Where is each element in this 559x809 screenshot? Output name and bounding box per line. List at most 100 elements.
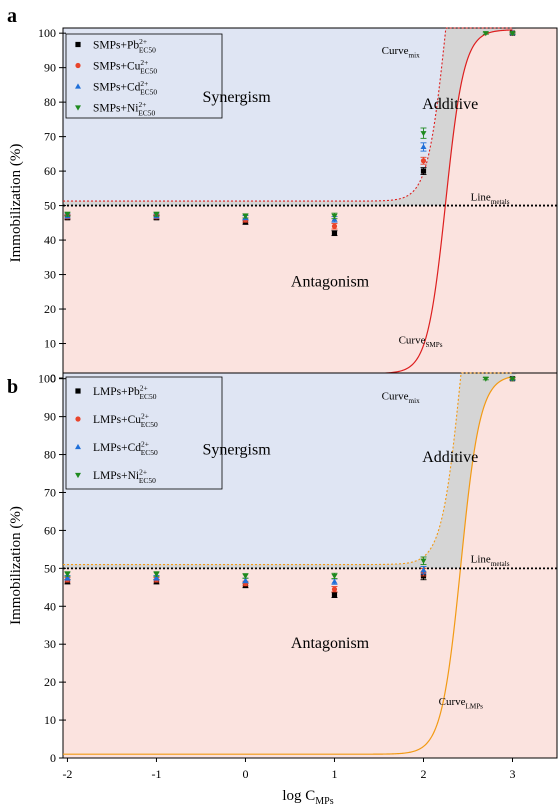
data-point [242,573,249,580]
panel-b [59,372,558,762]
legend-marker [75,388,81,394]
legend-label: LMPs+Cd2+ EC50 [93,440,158,457]
data-point [420,143,427,150]
panel-a [59,27,558,382]
curve-mix [63,372,513,566]
data-point [420,158,427,164]
data-point [64,212,71,218]
y-tick-label: 40 [44,599,56,613]
data-point [509,31,516,37]
y-tick-label: 30 [44,637,56,651]
label-additive: Additive [422,96,478,113]
legend-marker [75,83,81,89]
data-point [153,574,160,580]
legend-marker [75,41,81,48]
synergism-region [63,373,513,565]
y-tick-label: 40 [44,233,56,247]
legend-box [65,33,223,119]
data-point [153,212,160,218]
panel-label: b [7,376,18,398]
data-point [153,571,160,578]
data-point [64,571,71,578]
y-tick-label: 70 [44,130,56,144]
data-point [242,577,249,583]
legend-label: SMPs+Cu2+ EC50 [93,58,157,75]
y-tick-label: 0 [50,371,56,385]
curve-mps [63,376,513,755]
label-curve-mix: Curvemix [382,45,420,60]
y-tick-label: 30 [44,268,56,282]
x-tick-label: 2 [420,767,426,781]
legend-label: SMPs+Pb2+ EC50 [93,37,156,54]
y-tick-label: 100 [38,372,56,386]
label-line-metals: Linemetals [471,191,510,206]
data-point [331,592,338,598]
label-line-metals: Linemetals [471,554,510,569]
y-tick-label: 60 [44,523,56,537]
y-axis-label: Immobilization (%) [8,144,24,263]
label-curve-mix: Curvemix [382,391,420,406]
y-tick-label: 80 [44,95,56,109]
data-point [331,230,338,236]
y-tick-label: 50 [44,199,56,213]
data-point [331,223,338,229]
data-point [331,586,338,592]
label-synergism: Synergism [202,442,271,459]
y-tick-label: 0 [50,751,56,765]
data-point [420,168,427,174]
data-point [64,574,71,580]
data-point [331,578,338,584]
legend-label: LMPs+Pb2+ EC50 [93,384,157,401]
data-point [509,376,516,382]
data-point [331,213,338,220]
y-tick-label: 90 [44,410,56,424]
legend-label: LMPs+Cu2+ EC50 [93,412,158,429]
legend-marker [75,62,81,69]
y-tick-label: 90 [44,61,56,75]
y-tick-label: 70 [44,485,56,499]
y-tick-label: 20 [44,675,56,689]
legend-label: LMPs+Ni2+ EC50 [93,468,156,485]
label-curve-mps: CurveLMPs [439,696,484,711]
data-point [420,558,427,564]
label-antagonism: Antagonism [291,274,370,291]
x-tick-label: 1 [331,767,337,781]
x-axis-label: log CMPs [282,788,333,807]
label-synergism: Synergism [202,89,271,106]
legend-marker [75,472,81,479]
data-point [482,376,489,382]
data-point [482,31,489,37]
curve-mix [63,27,513,202]
panel-label: a [7,5,17,27]
legend-box [65,376,223,490]
y-tick-label: 10 [44,337,56,351]
label-additive: Additive [422,449,478,466]
legend-label: SMPs+Ni2+ EC50 [93,100,155,117]
legend-marker [75,443,81,450]
x-tick-label: -1 [151,767,161,781]
y-tick-label: 80 [44,448,56,462]
plot-frame [62,372,558,759]
data-point [420,131,427,137]
y-tick-label: 100 [38,26,56,40]
x-tick-label: 3 [509,767,515,781]
data-point [420,567,427,573]
x-tick-label: 0 [242,767,248,781]
legend-marker [75,416,81,422]
y-axis-label: Immobilization (%) [8,506,24,625]
legend-label: SMPs+Cd2+ EC50 [93,79,157,96]
x-tick-label: -2 [62,767,72,781]
y-tick-label: 20 [44,302,56,316]
synergism-region [63,28,513,202]
y-tick-label: 50 [44,561,56,575]
data-point [331,573,338,580]
y-tick-label: 10 [44,713,56,727]
label-curve-mps: CurveSMPs [399,335,443,350]
data-point [242,213,249,220]
label-antagonism: Antagonism [291,635,370,652]
y-tick-label: 60 [44,164,56,178]
additive-region [63,373,518,569]
legend-marker [75,105,81,111]
additive-region [63,28,518,206]
